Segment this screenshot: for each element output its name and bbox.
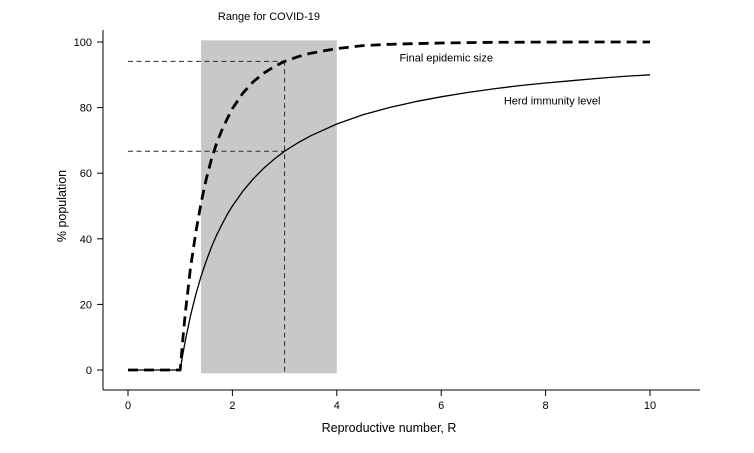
- y-tick-label: 60: [80, 168, 92, 180]
- y-tick-label: 40: [80, 234, 92, 246]
- x-tick-label: 8: [543, 400, 549, 412]
- shaded-region: [201, 40, 337, 374]
- y-tick-label: 0: [86, 365, 92, 377]
- shaded-region-label: Range for COVID-19: [218, 11, 320, 23]
- x-tick-label: 2: [229, 400, 235, 412]
- x-axis-title: Reproductive number, R: [322, 421, 457, 435]
- y-axis-title: % population: [55, 170, 69, 242]
- y-tick-label: 80: [80, 103, 92, 115]
- x-tick-label: 4: [334, 400, 340, 412]
- annotation-final-epidemic-size: Final epidemic size: [399, 53, 493, 65]
- x-tick-label: 10: [644, 400, 656, 412]
- y-tick-label: 100: [74, 37, 92, 49]
- x-tick-label: 6: [438, 400, 444, 412]
- x-tick-label: 0: [125, 400, 131, 412]
- series-final-epidemic-size: [128, 40, 650, 372]
- series-herd-immunity-level: [128, 74, 651, 371]
- y-tick-label: 20: [80, 299, 92, 311]
- annotation-herd-immunity-level: Herd immunity level: [504, 95, 601, 107]
